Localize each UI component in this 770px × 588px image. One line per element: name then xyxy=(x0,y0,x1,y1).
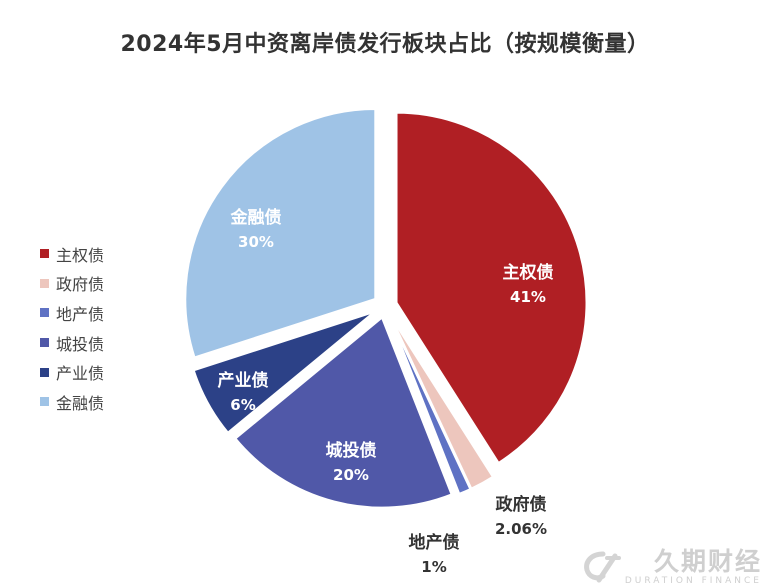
duration-finance-logo-icon xyxy=(584,551,621,583)
slice-name-label: 地产债 xyxy=(409,532,460,553)
slice-name-label: 城投债 xyxy=(326,440,377,461)
pie-slice-3 xyxy=(388,316,472,496)
slice-name-label: 产业债 xyxy=(218,370,269,391)
watermark-main-text: 久期财经 xyxy=(653,547,762,576)
legend-item: 政府债 xyxy=(40,269,104,299)
pie-slice-4 xyxy=(234,315,453,509)
chart-title: 2024年5月中资离岸债发行板块占比（按规模衡量） xyxy=(120,32,650,57)
slice-value-label: 2.06% xyxy=(495,520,547,538)
slice-name-label: 金融债 xyxy=(230,207,282,228)
slice-name-label: 政府债 xyxy=(496,494,547,515)
pie-slice-1 xyxy=(395,111,588,465)
slice-value-label: 6% xyxy=(230,396,255,414)
watermark: 久期财经 DURATION FINANCE xyxy=(584,547,762,586)
slice-value-label: 30% xyxy=(238,233,274,251)
legend-item: 地产债 xyxy=(40,298,104,328)
pie-slice-6 xyxy=(184,107,377,359)
legend-swatch xyxy=(40,308,49,318)
slice-value-label: 41% xyxy=(510,288,546,306)
legend-label: 城投债 xyxy=(56,334,105,354)
legend-swatch xyxy=(40,367,49,377)
legend-item: 金融债 xyxy=(40,387,104,417)
legend-label: 产业债 xyxy=(56,364,105,384)
chart-legend: 主权债政府债地产债城投债产业债金融债 xyxy=(40,239,104,417)
legend-swatch xyxy=(40,397,49,407)
legend-label: 主权债 xyxy=(56,245,105,265)
slice-value-label: 20% xyxy=(333,466,369,484)
legend-swatch xyxy=(40,338,49,348)
legend-swatch xyxy=(40,278,49,288)
legend-label: 政府债 xyxy=(56,275,105,295)
watermark-sub-text: DURATION FINANCE xyxy=(624,576,762,586)
legend-item: 城投债 xyxy=(40,328,104,358)
legend-item: 产业债 xyxy=(40,357,104,387)
legend-label: 金融债 xyxy=(56,393,105,413)
legend-label: 地产债 xyxy=(56,304,105,324)
pie-slice-2 xyxy=(389,315,495,490)
legend-item: 主权债 xyxy=(40,239,104,269)
slice-name-label: 主权债 xyxy=(503,262,554,283)
slice-value-label: 1% xyxy=(421,558,446,576)
legend-swatch xyxy=(40,249,49,259)
pie-slice-5 xyxy=(192,310,376,435)
